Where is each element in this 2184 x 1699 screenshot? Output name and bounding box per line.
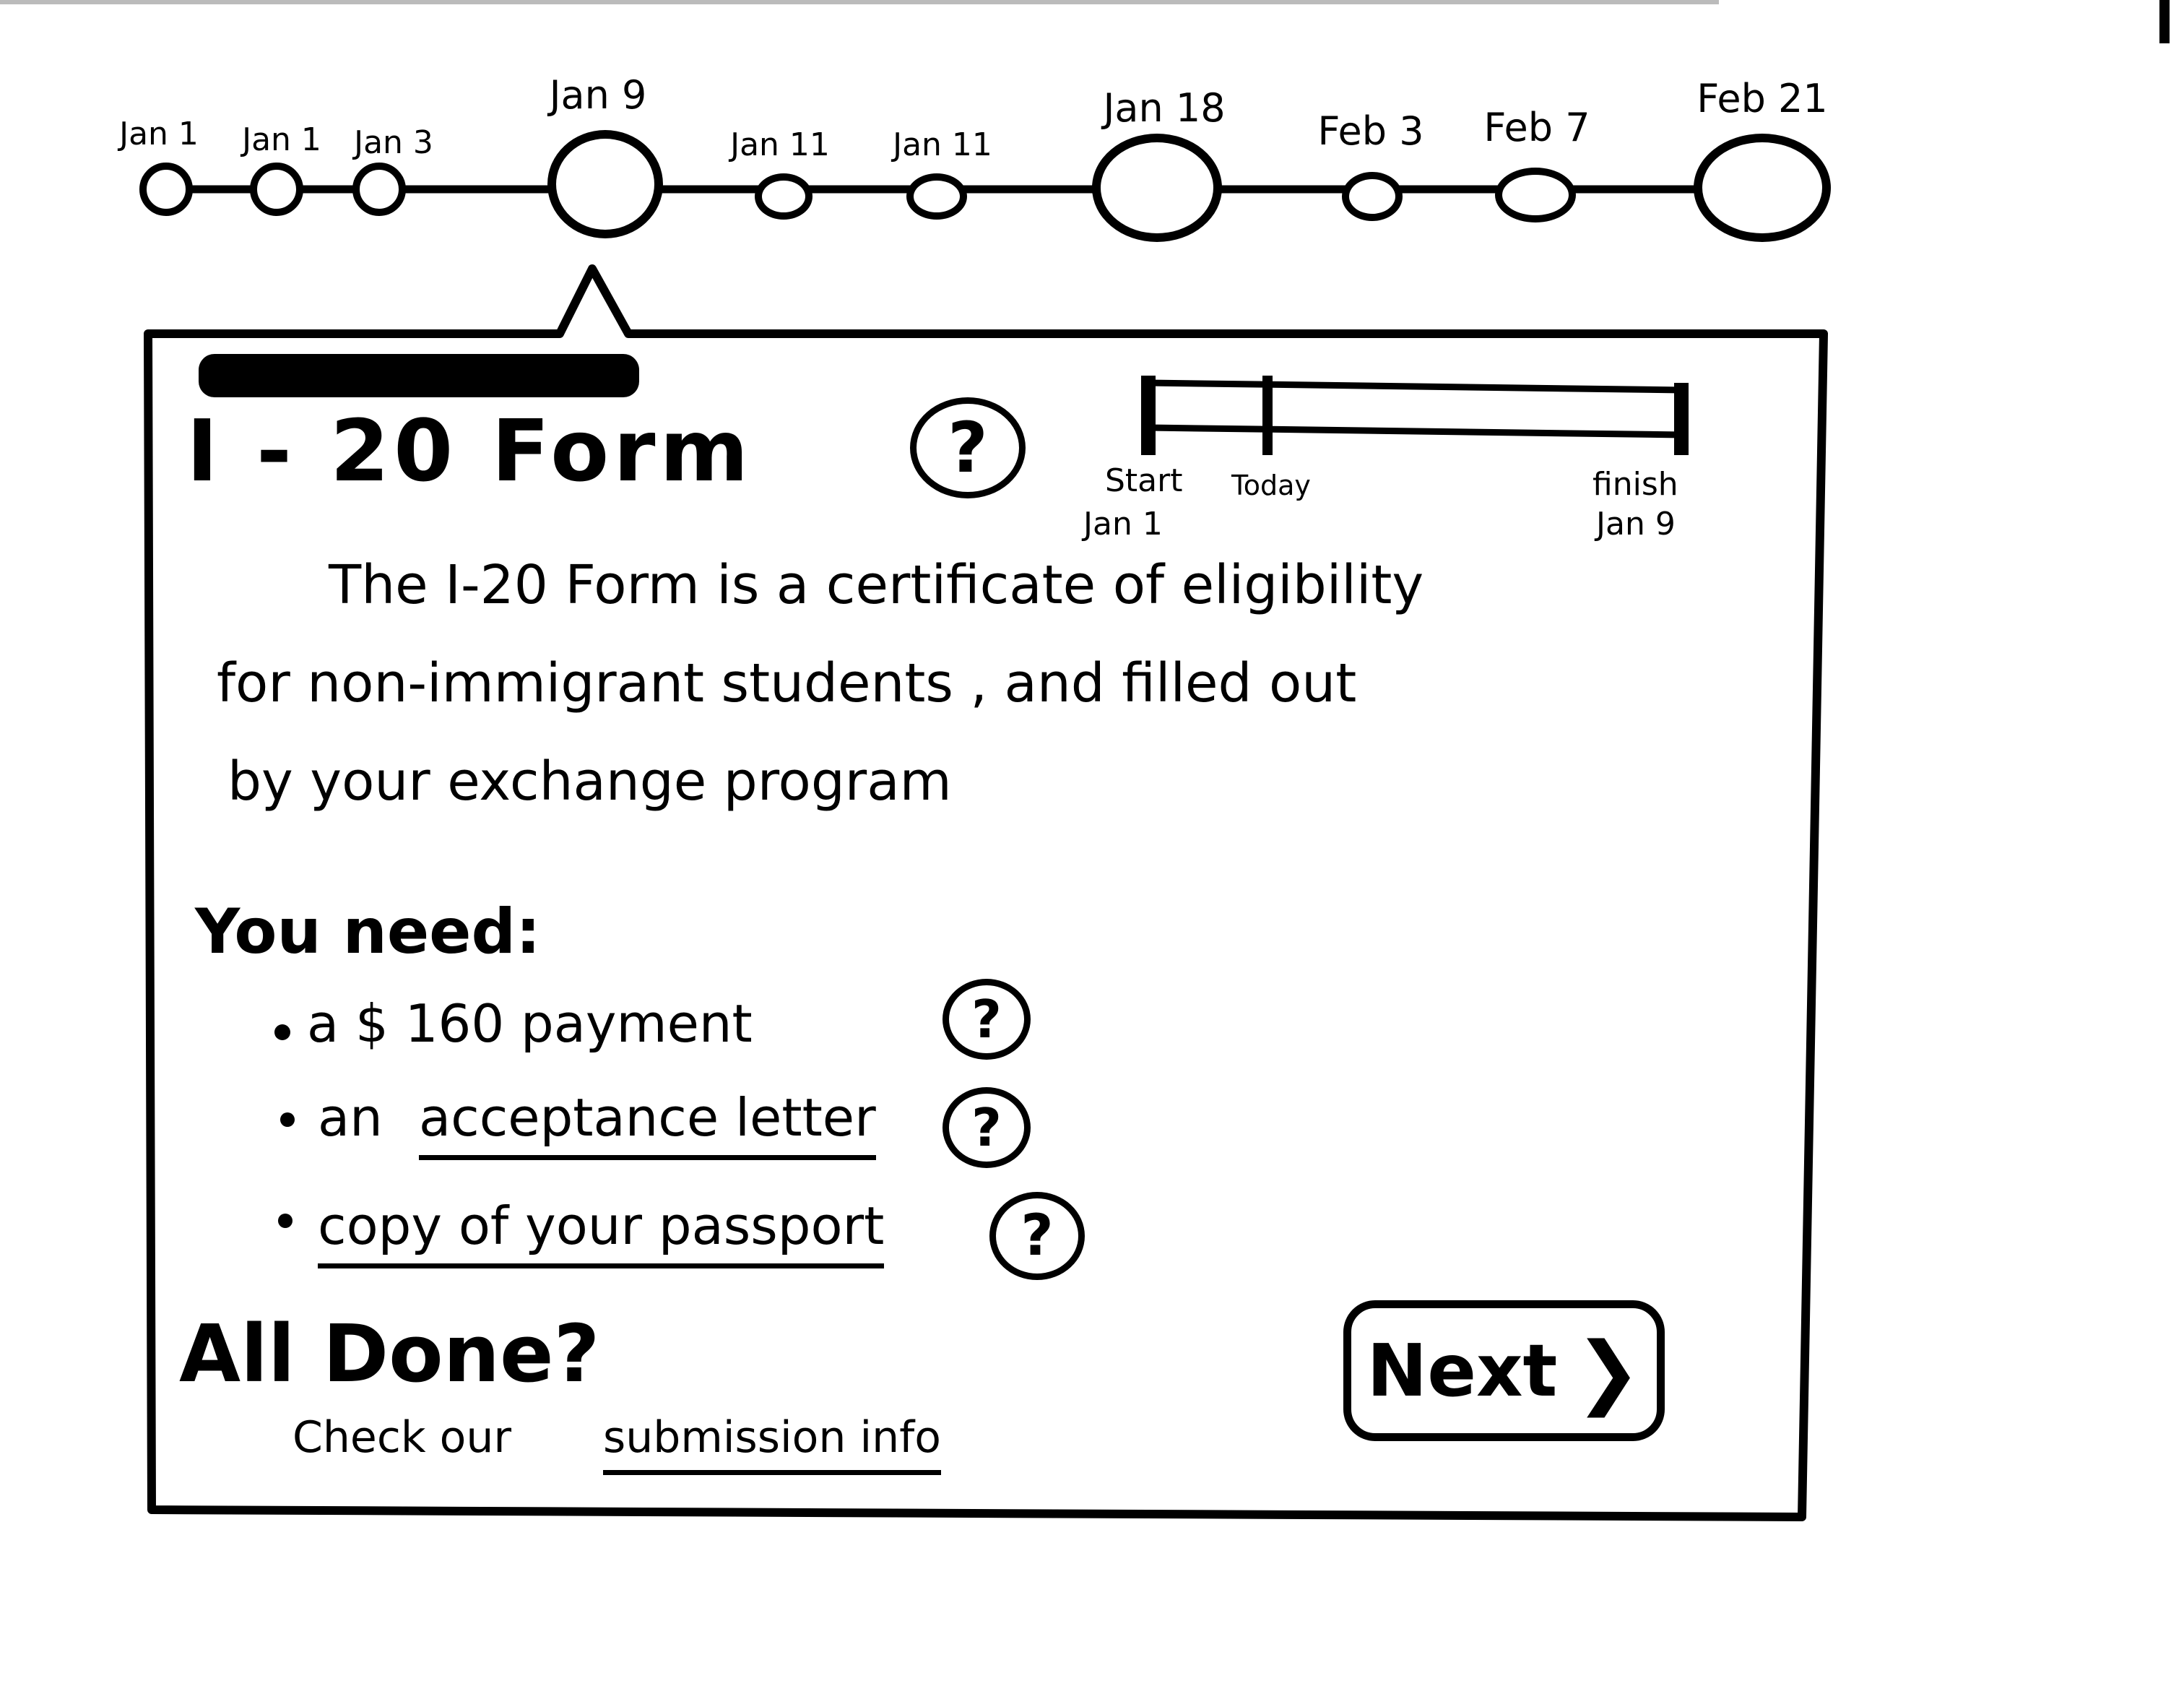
timeline-date-label: Feb 3 bbox=[1317, 108, 1424, 154]
scan-mark bbox=[2159, 0, 2170, 43]
passport-copy-link[interactable]: copy of your passport bbox=[318, 1196, 885, 1268]
help-icon[interactable]: ? bbox=[989, 1192, 1085, 1280]
description-line: by your exchange program bbox=[228, 751, 952, 813]
page-title: I - 20 Form bbox=[186, 401, 753, 501]
next-button-label: Next bbox=[1366, 1328, 1558, 1413]
timeline-date-label: Jan 1 bbox=[242, 121, 321, 158]
timeline-node[interactable] bbox=[250, 163, 303, 216]
progress-start-date: Jan 1 bbox=[1083, 506, 1163, 542]
timeline-date-label: Jan 18 bbox=[1103, 85, 1226, 131]
submission-info-link[interactable]: submission info bbox=[603, 1412, 942, 1475]
timeline-node[interactable] bbox=[1342, 172, 1403, 221]
needs-heading: You need: bbox=[195, 896, 541, 968]
timeline-node[interactable] bbox=[352, 163, 406, 216]
bullet bbox=[280, 1112, 295, 1127]
bullet bbox=[278, 1214, 292, 1228]
timeline-node[interactable] bbox=[139, 163, 193, 216]
progress-bar bbox=[1141, 376, 1689, 455]
timeline-date-label: Jan 1 bbox=[119, 116, 199, 152]
check-our-text: Check our bbox=[292, 1412, 512, 1463]
help-icon[interactable]: ? bbox=[910, 397, 1026, 498]
acceptance-letter-link[interactable]: acceptance letter bbox=[419, 1087, 876, 1160]
redacted-scribble bbox=[199, 354, 639, 397]
description-line: for non-immigrant students , and filled … bbox=[217, 652, 1357, 714]
progress-start-label: Start bbox=[1105, 462, 1183, 499]
help-icon[interactable]: ? bbox=[942, 979, 1031, 1060]
all-done-heading: All Done? bbox=[179, 1307, 600, 1400]
next-button[interactable]: Next ❯ bbox=[1343, 1300, 1665, 1441]
need-item-payment: a $ 160 payment bbox=[307, 993, 753, 1054]
bullet bbox=[274, 1024, 290, 1040]
chevron-right-icon: ❯ bbox=[1574, 1324, 1642, 1417]
timeline-node[interactable] bbox=[755, 173, 812, 220]
need-item-prefix: an bbox=[318, 1087, 383, 1148]
timeline-node[interactable] bbox=[906, 173, 967, 220]
timeline-date-label: Jan 9 bbox=[549, 72, 647, 118]
timeline-node[interactable] bbox=[1495, 168, 1576, 222]
progress-finish-label: finish bbox=[1592, 466, 1678, 503]
timeline-date-label: Feb 21 bbox=[1696, 76, 1828, 121]
timeline-date-label: Jan 11 bbox=[893, 126, 992, 163]
help-icon[interactable]: ? bbox=[942, 1087, 1031, 1168]
timeline-date-label: Feb 7 bbox=[1483, 105, 1590, 150]
progress-today-label: Today bbox=[1231, 470, 1311, 501]
scan-edge bbox=[0, 0, 1719, 4]
progress-finish-date: Jan 9 bbox=[1596, 506, 1676, 542]
description-line: The I-20 Form is a certificate of eligib… bbox=[329, 554, 1424, 616]
timeline-date-label: Jan 11 bbox=[730, 126, 830, 163]
timeline-date-label: Jan 3 bbox=[354, 124, 433, 161]
